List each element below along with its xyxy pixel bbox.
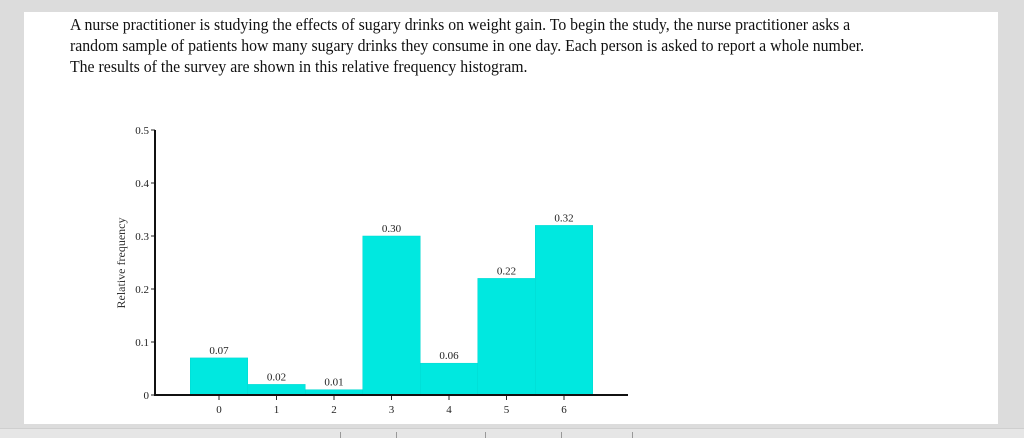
bar-data-label: 0.06 [439, 350, 459, 362]
x-tick-label: 2 [331, 404, 337, 416]
y-tick-label: 0.1 [135, 337, 149, 349]
histogram-bar [190, 357, 248, 396]
histogram-bar [477, 278, 536, 396]
x-tick-label: 3 [389, 404, 395, 416]
y-tick-label: 0.3 [135, 231, 149, 243]
x-tick-label: 1 [274, 404, 280, 416]
y-tick-label: 0.4 [135, 178, 149, 190]
question-line: The results of the survey are shown in t… [70, 57, 528, 76]
bar-data-label: 0.32 [554, 212, 573, 224]
x-tick-label: 6 [561, 404, 567, 416]
bar-data-label: 0.01 [324, 377, 343, 389]
bar-data-label: 0.30 [382, 223, 402, 235]
bar-data-label: 0.07 [209, 345, 229, 357]
histogram-bar [362, 235, 421, 396]
x-tick-label: 5 [504, 404, 510, 416]
y-tick-label: 0.5 [135, 125, 149, 137]
y-tick-label: 0 [144, 390, 150, 402]
bar-data-label: 0.22 [497, 265, 516, 277]
bar-data-label: 0.02 [267, 371, 286, 383]
histogram-bar [535, 225, 593, 396]
question-line: random sample of patients how many sugar… [70, 36, 865, 55]
bottom-toolbar-strip [0, 428, 1024, 438]
x-tick-label: 4 [446, 404, 452, 416]
histogram-bar [420, 362, 478, 396]
question-text: A nurse practitioner is studying the eff… [70, 14, 924, 77]
histogram-bar [247, 384, 306, 396]
x-tick-label: 0 [216, 404, 222, 416]
question-line: A nurse practitioner is studying the eff… [70, 15, 851, 34]
y-tick-label: 0.2 [135, 284, 149, 296]
y-axis-label: Relative frequency [114, 218, 128, 309]
